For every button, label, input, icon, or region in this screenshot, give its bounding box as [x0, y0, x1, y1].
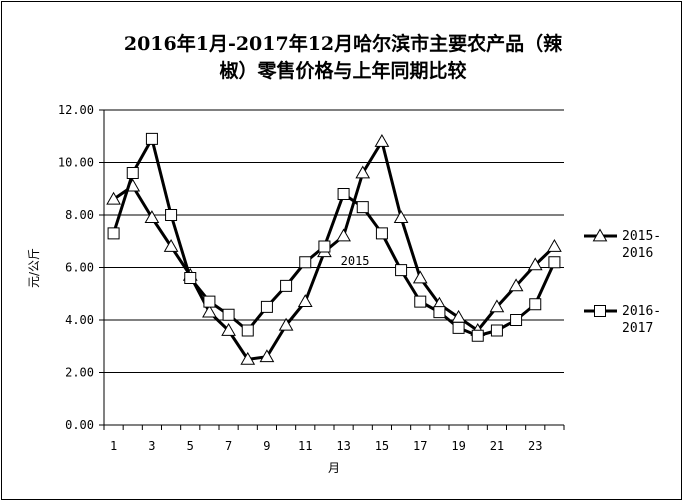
- y-tick-labels: 0.00 2.00 4.00 6.00 8.00 10.00 12.00: [58, 103, 94, 432]
- series-line: [112, 140, 556, 361]
- data-point-marker: [393, 210, 409, 223]
- data-point-marker: [241, 324, 254, 337]
- data-point-marker: [240, 351, 256, 365]
- axes: [99, 109, 565, 430]
- data-point-marker: [508, 278, 524, 292]
- x-tick-label: 7: [225, 439, 232, 453]
- y-axis-label: 元/公斤: [27, 248, 41, 288]
- annotations: 2015: [341, 254, 370, 268]
- data-point-marker: [297, 294, 313, 307]
- y-tick-label: 2.00: [65, 366, 94, 380]
- legend-entry-2015-2016: 2015- 2016: [584, 228, 661, 261]
- data-point-marker: [489, 299, 505, 313]
- x-tick-label: 17: [413, 439, 427, 453]
- series-2016-2017: [107, 132, 561, 342]
- legend-label: 2017: [622, 321, 653, 336]
- data-point-marker: [202, 304, 217, 318]
- data-point-marker: [414, 295, 427, 308]
- y-tick-label: 12.00: [58, 103, 94, 117]
- data-point-marker: [163, 238, 179, 252]
- chart-title-line-1: 2016年1月-2017年12月哈尔滨市主要农产品（辣: [124, 32, 563, 55]
- x-tick-label: 23: [528, 439, 542, 453]
- data-point-marker: [412, 270, 428, 284]
- x-tick-label: 9: [263, 439, 270, 453]
- y-tick-label: 8.00: [65, 208, 94, 222]
- data-point-marker: [318, 240, 331, 253]
- data-point-marker: [547, 238, 562, 252]
- data-point-marker: [107, 227, 120, 240]
- data-point-marker: [375, 227, 388, 240]
- legend-entry-2016-2017: 2016- 2017: [584, 304, 661, 336]
- data-point-marker: [278, 317, 294, 331]
- data-point-marker: [355, 165, 371, 179]
- data-point-marker: [106, 191, 121, 205]
- x-tick-labels: 1 3 5 7 9 11 13 15 17 19 21 23: [110, 439, 543, 453]
- x-tick-label: 3: [148, 439, 155, 453]
- data-point-marker: [144, 210, 160, 223]
- data-point-marker: [452, 321, 465, 334]
- data-point-marker: [145, 132, 158, 145]
- data-point-marker: [548, 256, 561, 269]
- data-point-marker: [356, 201, 369, 214]
- x-tick-label: 5: [187, 439, 194, 453]
- data-point-marker: [280, 279, 293, 292]
- data-point-marker: [374, 133, 390, 147]
- y-tick-label: 10.00: [58, 156, 94, 170]
- x-tick-label: 15: [375, 439, 389, 453]
- data-point-marker: [184, 272, 197, 284]
- data-point-marker: [203, 295, 216, 308]
- legend-marker: [592, 228, 608, 242]
- data-point-marker: [299, 256, 312, 269]
- x-tick-label: 11: [298, 439, 312, 453]
- y-tick-label: 0.00: [65, 418, 94, 432]
- series-lines: [106, 132, 562, 365]
- data-point-marker: [490, 324, 503, 337]
- data-point-marker: [527, 257, 543, 271]
- data-point-marker: [126, 167, 139, 179]
- data-point-marker: [337, 188, 350, 200]
- data-point-marker: [510, 314, 523, 326]
- y-tick-label: 4.00: [65, 313, 94, 327]
- legend: 2015- 2016 2016- 2017: [584, 228, 661, 336]
- legend-label: 2016-: [622, 304, 661, 319]
- legend-label: 2016: [622, 246, 653, 261]
- legend-label: 2015-: [622, 229, 661, 244]
- data-point-marker: [222, 308, 235, 321]
- data-point-marker: [260, 300, 273, 313]
- data-point-marker: [259, 349, 275, 363]
- chart-title-line-2: 椒）零售价格与上年同期比较: [219, 59, 466, 82]
- x-tick-label: 1: [110, 439, 117, 453]
- data-point-marker: [529, 298, 542, 311]
- data-point-marker: [221, 322, 236, 336]
- y-tick-label: 6.00: [65, 261, 94, 275]
- legend-marker: [594, 305, 606, 317]
- data-point-marker: [433, 306, 446, 319]
- series-line: [112, 137, 556, 338]
- data-point-marker: [395, 264, 408, 277]
- data-point-marker: [471, 329, 484, 342]
- x-tick-label: 21: [490, 439, 504, 453]
- data-point-marker: [165, 209, 178, 221]
- x-tick-label: 13: [336, 439, 350, 453]
- data-point-marker: [336, 228, 351, 242]
- x-tick-label: 19: [451, 439, 465, 453]
- x-axis-label: 月: [328, 461, 340, 475]
- annotation-label: 2015: [341, 254, 370, 268]
